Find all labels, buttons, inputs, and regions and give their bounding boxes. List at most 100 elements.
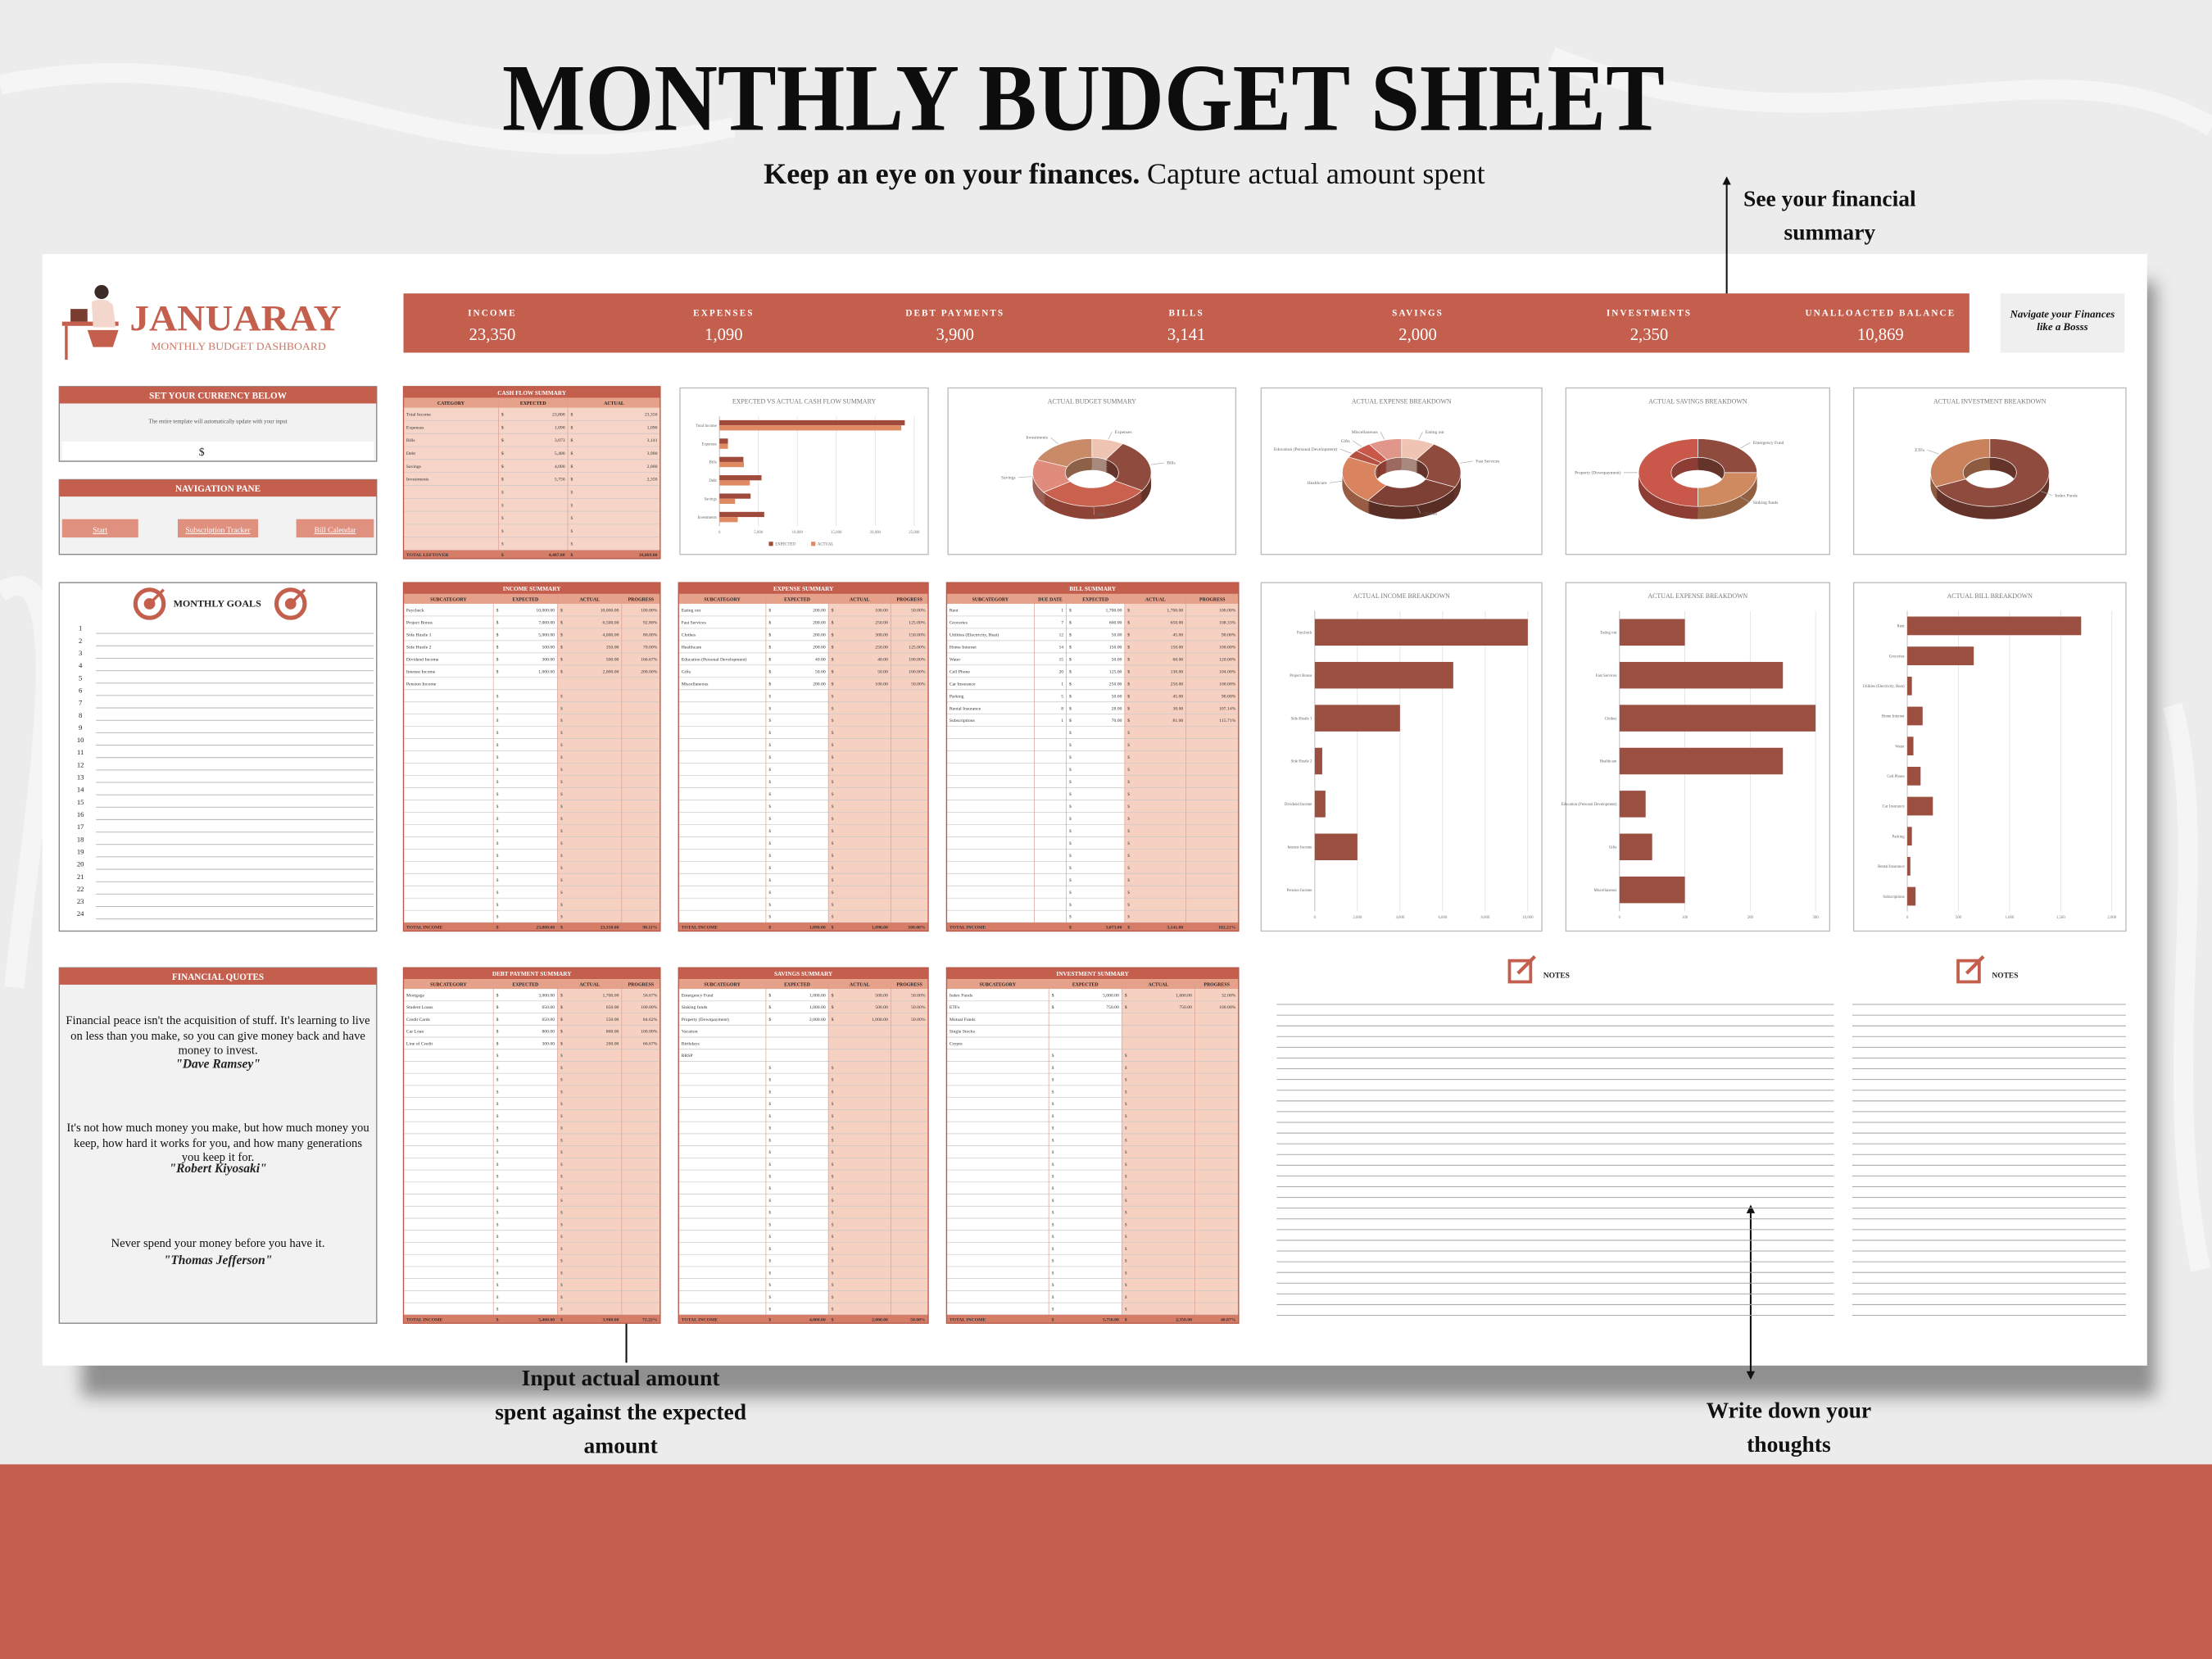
table-cell: Total Income [406,413,431,418]
currency-cell: $ [768,1222,771,1227]
x-tick-label: 10,000 [1522,916,1534,920]
notes-icon [1956,959,1981,984]
donut-leader [1108,431,1113,440]
kpi-value: 3,141 [1167,326,1205,344]
currency-cell: $ [1127,742,1130,748]
table-border [945,967,1240,1324]
currency-note: The entire template will automatically u… [148,419,287,425]
currency-cell: $ [832,1065,834,1071]
table-cell: 200.00 [606,1041,619,1046]
quote-author: "Dave Ramsey" [175,1058,261,1072]
table-cell: 66.67% [643,1041,658,1046]
table-cell: 200.00 [813,632,826,637]
goal-number: 6 [79,686,83,694]
bar [1314,661,1453,689]
nav-button-label[interactable]: Subscription Tracker [185,527,251,535]
quote-text: It's not how much money you make, but ho… [66,1120,369,1164]
logo-laptop [70,309,88,322]
currency-cell: $ [560,816,563,822]
currency-cell: $ [1052,1198,1054,1203]
goals-panel [58,582,378,932]
currency-cell: $ [1069,925,1072,931]
table-title-bar [946,968,1239,980]
donut-slice [1367,478,1456,507]
table-cell: 84.62% [643,1018,658,1022]
y-tick-label: Gifts [1609,846,1617,850]
y-tick-label: Miscellaneous [1594,889,1617,893]
currency-cell: $ [1125,1270,1127,1276]
currency-cell: $ [1069,644,1072,650]
y-tick-label: Rent [1897,625,1906,629]
currency-cell: $ [832,841,834,846]
nav-button[interactable] [61,519,138,538]
bar [1619,619,1685,646]
bar [719,517,738,523]
chart-frame [1260,387,1543,555]
table-cell: 90.00% [1222,694,1236,699]
table-cell: 4,000.00 [603,632,619,637]
currency-cell: $ [560,865,563,871]
y-tick-label: Utilities (Electricity, Heat) [1862,685,1905,689]
currency-cell: $ [570,502,573,508]
donut-leader [1927,449,1939,455]
currency-cell: $ [501,424,504,430]
chart-frame [679,387,929,555]
table-cell: Side Hustle 2 [406,645,432,650]
nav-button[interactable] [296,519,374,538]
table-cell: 50.00 [1112,657,1122,662]
currency-cell: $ [1052,1185,1054,1191]
table-column-header: EXPECTED [512,598,538,603]
donut-leader [1329,480,1344,483]
y-tick-label: Expenses [702,442,717,446]
table-column-header: ACTUAL [1145,598,1166,603]
goal-icon [289,588,306,605]
currency-cell: $ [768,669,771,674]
currency-cell: $ [496,1053,499,1058]
currency-cell: $ [1125,1246,1127,1252]
kpi-label: SAVINGS [1392,309,1444,319]
currency-cell: $ [496,620,499,626]
donut-leader [1740,496,1751,503]
currency-cell: $ [496,902,499,908]
bar [719,456,744,462]
nav-button-label[interactable]: Bill Calendar [315,527,357,535]
currency-cell: $ [496,669,499,674]
currency-cell: $ [832,681,834,687]
nav-button[interactable] [177,519,259,538]
table-cell: 2,000 [647,465,658,469]
currency-cell: $ [1125,1222,1127,1227]
table-cell: Vacation [682,1030,698,1035]
goal-number: 19 [77,847,84,855]
bar [1619,705,1816,732]
currency-cell: $ [496,1089,499,1095]
currency-cell: $ [496,1162,499,1167]
table-cell: 3,000.00 [538,994,555,999]
currency-cell: $ [496,693,499,699]
currency-cell: $ [1125,1162,1127,1167]
table-cell: 45.00 [1172,632,1183,637]
table-cell: 5,750.00 [1103,1317,1119,1322]
currency-cell: $ [1125,1101,1127,1107]
currency-cell: $ [1052,1282,1054,1288]
table-cell: 72.22% [642,1317,658,1322]
currency-cell: $ [1125,1234,1127,1240]
currency-cell: $ [560,1185,563,1191]
table-header-bar [678,593,929,604]
donut-leader [1018,476,1032,478]
table-cell: 28.00 [1112,706,1122,711]
donut-leader [1339,448,1352,454]
table-cell: Parking [950,694,964,699]
bar [1619,791,1646,818]
currency-cell: $ [1127,632,1130,637]
currency-cell: $ [570,528,573,534]
goal-number: 17 [77,823,84,831]
nav-button-label[interactable]: Start [93,527,107,535]
currency-cell: $ [496,1222,499,1227]
table-cell: Rent [950,609,959,614]
bar [719,493,751,499]
panel-header [59,386,377,404]
table-cell: 200.00% [641,669,658,674]
currency-cell: $ [496,1040,499,1046]
currency-cell: $ [768,1258,771,1264]
currency-cell: $ [560,718,563,723]
